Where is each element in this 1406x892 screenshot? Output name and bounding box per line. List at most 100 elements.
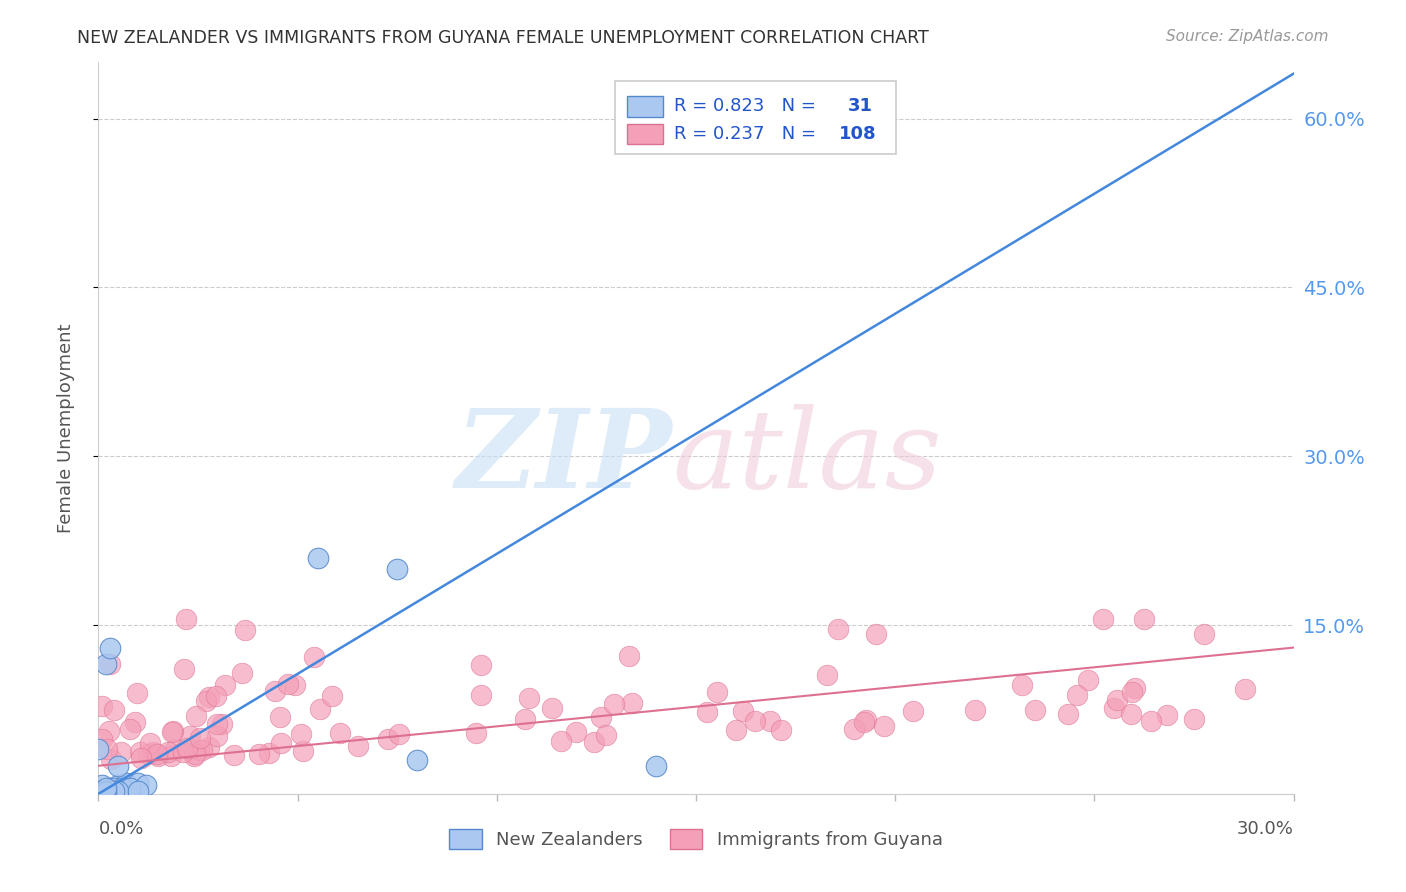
Point [725,723,748,737]
Point [107,778,129,792]
Point [583,734,606,748]
Point [347,739,370,753]
Point [744,714,766,728]
Point [96,783,118,797]
Point [901,704,924,718]
Point [96,742,118,756]
Point [129,750,152,764]
Point [550,734,572,748]
Point [160,749,183,764]
Point [96,781,118,796]
Point [270,736,292,750]
Point [214,678,236,692]
Point [127,775,149,789]
Text: Source: ZipAtlas.com: Source: ZipAtlas.com [1166,29,1329,44]
Point [187,743,209,757]
Point [277,677,299,691]
Point [263,683,285,698]
Point [377,731,399,746]
Point [98,640,122,655]
Text: R = 0.237   N =: R = 0.237 N = [675,125,823,143]
Point [205,689,228,703]
Bar [627,124,662,145]
Point [302,650,325,665]
Point [176,740,198,755]
Point [98,783,122,797]
Point [127,783,149,797]
Point [125,686,148,700]
Point [706,685,728,699]
Point [103,703,125,717]
Bar [627,96,662,117]
Point [205,729,228,743]
Point [308,702,330,716]
Text: 30.0%: 30.0% [1237,820,1294,838]
Point [603,697,626,711]
Point [146,747,169,761]
Point [1066,688,1088,702]
FancyBboxPatch shape [614,81,896,153]
Point [696,705,718,719]
Point [1233,681,1256,696]
Point [222,747,245,762]
Point [1057,707,1080,722]
Point [233,623,256,637]
Point [211,717,233,731]
Point [388,727,411,741]
Point [645,758,668,772]
Point [96,783,118,797]
Point [174,612,197,626]
Text: atlas: atlas [672,404,942,511]
Point [107,783,129,797]
Point [103,783,125,797]
Point [172,745,194,759]
Point [160,725,183,739]
Point [87,742,110,756]
Point [292,744,315,758]
Point [1184,712,1206,726]
Point [1102,701,1125,715]
Point [91,784,114,798]
Point [464,726,486,740]
Point [1140,714,1163,728]
Point [129,745,152,759]
Text: NEW ZEALANDER VS IMMIGRANTS FROM GUYANA FEMALE UNEMPLOYMENT CORRELATION CHART: NEW ZEALANDER VS IMMIGRANTS FROM GUYANA … [77,29,929,46]
Point [162,723,184,738]
Point [111,781,134,796]
Point [98,781,122,796]
Point [124,714,146,729]
Point [759,714,782,729]
Point [1121,707,1143,722]
Point [91,778,114,792]
Point [247,747,270,761]
Point [591,710,613,724]
Point [120,722,142,736]
Point [873,719,896,733]
Point [1192,627,1215,641]
Point [731,704,754,718]
Point [96,784,118,798]
Point [107,758,129,772]
Point [100,752,122,766]
Point [139,736,162,750]
Point [307,550,329,565]
Point [103,781,125,796]
Point [1011,678,1033,692]
Point [815,667,838,681]
Text: R = 0.823   N =: R = 0.823 N = [675,97,828,115]
Point [186,709,208,723]
Point [98,657,121,671]
Point [96,657,118,672]
Point [621,697,644,711]
Point [963,703,986,717]
Point [142,745,165,759]
Point [135,778,157,792]
Point [173,662,195,676]
Point [120,781,142,796]
Legend: New Zealanders, Immigrants from Guyana: New Zealanders, Immigrants from Guyana [441,822,950,856]
Point [385,562,409,576]
Point [1123,681,1146,695]
Point [148,749,170,764]
Point [770,723,793,738]
Point [855,713,877,727]
